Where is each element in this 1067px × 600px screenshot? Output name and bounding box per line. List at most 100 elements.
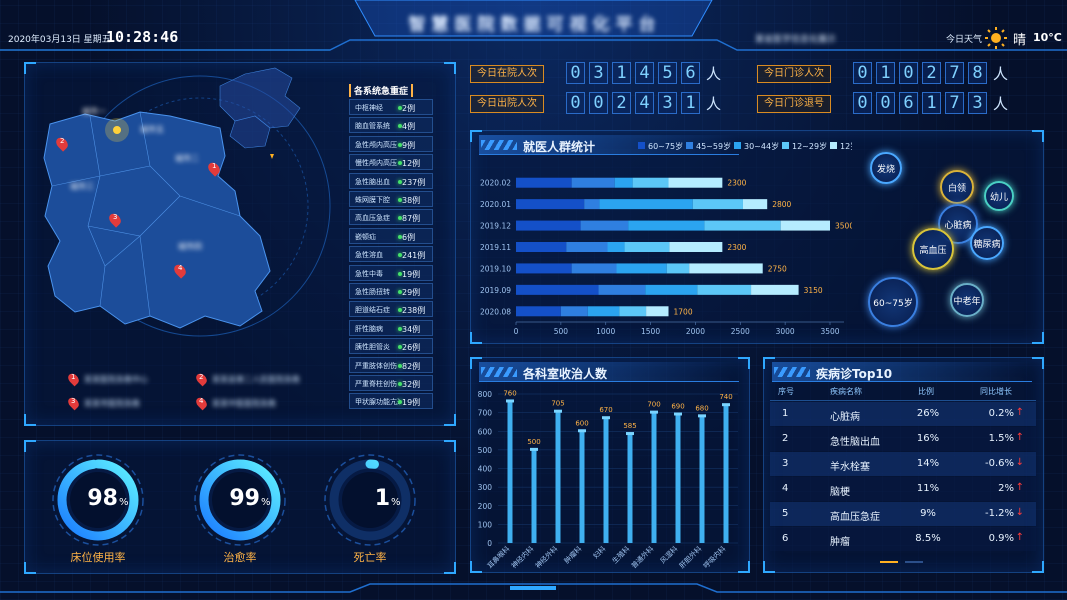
bar-segment[interactable] [516,242,567,252]
bar-segment[interactable] [516,284,599,295]
bar-segment[interactable] [571,263,617,274]
bar-segment[interactable] [614,177,633,188]
bar-segment[interactable] [571,177,615,188]
bar-segment[interactable] [624,242,670,252]
bubble-tag[interactable]: 发烧 [870,152,902,184]
bar-segment[interactable] [566,242,608,252]
table-row[interactable]: 6 肿瘤 8.5% 0.9% ↑ [770,527,1036,551]
bar-segment[interactable] [666,263,690,274]
system-row[interactable]: 胰性胆管炎 26例 [349,338,433,355]
dept-bar[interactable] [555,411,561,543]
bubble-tag[interactable]: 糖尿病 [970,226,1004,260]
system-row[interactable]: 急性肠扭转 29例 [349,283,433,299]
dept-bar[interactable] [699,416,705,543]
system-name: 脑血管系统 [355,122,390,131]
legend-text: 某某医院急救中心 [84,375,148,384]
bar-segment[interactable] [668,177,723,188]
system-row[interactable]: 急性溶血 241例 [349,246,433,263]
page-indicator-active[interactable] [880,561,898,563]
dept-bar[interactable] [627,434,633,543]
disease-ratio: 16% [916,433,940,444]
bar-segment[interactable] [607,242,625,252]
counter-digit: 3 [658,92,677,114]
dept-bar[interactable] [531,449,537,543]
bar-segment[interactable] [616,263,667,274]
bar-segment[interactable] [580,220,629,231]
system-row[interactable]: 慢性颅内高压 12例 [349,154,433,171]
bar-segment[interactable] [780,220,830,231]
x-tick-label: 2000 [686,327,705,336]
arrow-up-icon: ↑ [1015,432,1024,443]
table-row[interactable]: 5 高血压急症 9% -1.2% ↓ [770,502,1036,526]
system-name: 高血压急症 [355,214,390,223]
top10-title-bar: 疾病诊Top10 [772,362,1032,382]
table-row[interactable]: 1 心脏病 26% 0.2% ↑ [770,402,1036,426]
system-row[interactable]: 中枢神经 2例 [349,99,433,115]
bubble-tag[interactable]: 中老年 [950,283,984,317]
crowd-chart: 60~75岁 45~59岁 30~44岁 12~29岁 12岁以下 0 500 1000 150… [480,141,852,336]
bar-segment[interactable] [619,306,647,317]
legend-label: 60~75岁 [648,141,683,151]
table-row[interactable]: 3 羊水栓塞 14% -0.6% ↓ [770,452,1036,476]
system-row[interactable]: 严重肢体创伤 82例 [349,356,433,373]
counter-digit: 0 [876,92,895,114]
system-row[interactable]: 严重脊柱创伤 32例 [349,375,433,391]
bar-segment[interactable] [692,199,743,210]
system-row[interactable]: 甲状腺功能亢进 19例 [349,393,433,410]
legend-text: 某某中医医院急救 [212,399,276,408]
system-row[interactable]: 脑血管系统 4例 [349,117,433,134]
bar-segment[interactable] [516,306,561,317]
row-number: 6 [782,533,789,544]
bar-segment[interactable] [599,199,693,210]
table-row[interactable]: 4 脑梗 11% 2% ↑ [770,477,1036,501]
map-marker-number: 1 [212,162,217,170]
system-row[interactable]: 急性颅内高压 9例 [349,135,433,152]
system-row[interactable]: 肝性脑病 34例 [349,319,433,336]
bar-segment[interactable] [632,177,669,188]
y-tick-label: 700 [478,409,493,418]
system-row[interactable]: 急性脑出血 237例 [349,172,433,189]
y-tick-label: 600 [478,427,493,436]
dept-bar[interactable] [507,401,513,543]
bar-segment[interactable] [689,263,763,274]
bar-segment[interactable] [516,177,572,188]
growth-value: 2% [998,483,1014,494]
bar-segment[interactable] [516,263,572,274]
bar-segment[interactable] [598,284,646,295]
bubble-tag[interactable]: 白领 [940,170,974,204]
bubble-tag[interactable]: 60~75岁 [868,277,918,327]
bar-segment[interactable] [587,306,620,317]
bar-segment[interactable] [560,306,588,317]
system-row[interactable]: 高血压急症 87例 [349,209,433,226]
system-row[interactable]: 急性中毒 19例 [349,264,433,281]
counter-digit: 1 [612,62,631,84]
bar-segment[interactable] [751,284,799,295]
bar-segment[interactable] [516,199,585,210]
bar-segment[interactable] [584,199,600,210]
dept-bar[interactable] [603,418,609,543]
gauge-ring [52,454,144,546]
province-map[interactable] [30,66,350,366]
bar-segment[interactable] [645,284,698,295]
bar-segment[interactable] [697,284,752,295]
bubble-tag[interactable]: 高血压 [912,228,954,270]
counter-digit: 8 [968,62,987,84]
table-row[interactable]: 2 急性脑出血 16% 1.5% ↑ [770,427,1036,451]
system-row[interactable]: 蛛网膜下腔 38例 [349,191,433,207]
counter-digit: 0 [566,92,585,114]
dept-bar[interactable] [651,412,657,543]
bar-segment[interactable] [516,220,581,231]
bar-segment[interactable] [742,199,768,210]
dept-bar[interactable] [675,414,681,543]
bar-segment[interactable] [628,220,705,231]
dept-bar[interactable] [723,405,729,543]
system-row[interactable]: 嵌顿疝 6例 [349,227,433,244]
map-marker-number: 4 [178,264,183,272]
bar-segment[interactable] [704,220,781,231]
page-indicator[interactable] [905,561,923,563]
bubble-tag[interactable]: 幼儿 [984,181,1014,211]
dept-bar[interactable] [579,431,585,543]
system-row[interactable]: 胆道结石症 238例 [349,301,433,318]
bar-segment[interactable] [646,306,669,317]
bar-segment[interactable] [669,242,723,252]
